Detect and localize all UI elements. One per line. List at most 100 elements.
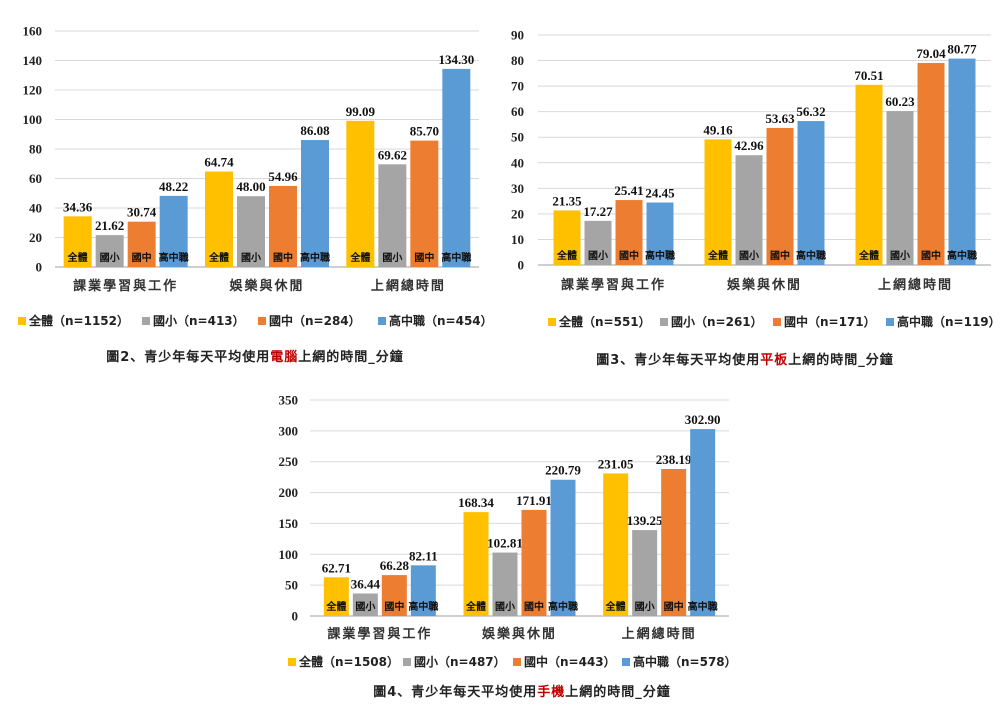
bar-國小-上網總時間[interactable] <box>632 530 658 616</box>
bar-series-label: 國中 <box>132 251 152 264</box>
bar-series-label: 全體 <box>605 600 626 613</box>
data-label: 168.34 <box>458 495 494 510</box>
bar-國小-娛樂與休閒[interactable] <box>492 552 518 616</box>
data-label: 102.81 <box>487 536 523 551</box>
data-label: 49.16 <box>703 122 733 137</box>
legend-swatch <box>513 658 521 666</box>
bar-國中-上網總時間[interactable] <box>410 140 439 267</box>
bar-series-label: 高中職 <box>796 249 826 262</box>
data-label: 171.91 <box>516 493 552 508</box>
y-tick-label: 250 <box>279 454 299 469</box>
bar-國中-娛樂與休閒[interactable] <box>521 509 547 616</box>
bar-國中-上網總時間[interactable] <box>661 469 687 616</box>
bar-series-label: 國小 <box>635 600 655 613</box>
bar-series-label: 國中 <box>273 251 293 264</box>
caption-text: 上網的時間_分鐘 <box>565 684 671 700</box>
legend-swatch <box>258 317 266 325</box>
data-label: 56.32 <box>796 104 825 119</box>
x-category-label: 課業學習與工作 <box>327 626 432 642</box>
bar-全體-上網總時間[interactable] <box>346 120 375 267</box>
legend-item: 高中職（n=578） <box>633 654 737 669</box>
x-category-label: 娛樂與休閒 <box>726 277 802 293</box>
bar-國中-上網總時間[interactable] <box>917 63 945 266</box>
data-label: 82.11 <box>409 548 438 563</box>
data-label: 48.22 <box>159 179 188 194</box>
data-label: 69.62 <box>378 147 407 162</box>
caption-highlight: 平板 <box>760 352 788 368</box>
legend-swatch <box>403 658 411 666</box>
bar-國小-娛樂與休閒[interactable] <box>735 155 763 265</box>
legend-item: 全體（n=551） <box>558 314 651 329</box>
bar-國中-課業學習與工作[interactable] <box>127 221 156 267</box>
bar-series-label: 國中 <box>770 249 790 262</box>
bar-全體-上網總時間[interactable] <box>603 473 629 616</box>
x-category-label: 上網總時間 <box>622 626 697 642</box>
caption-text: 圖2、青少年每天平均使用 <box>106 349 270 365</box>
y-tick-label: 100 <box>23 112 43 127</box>
bar-高中職-課業學習與工作[interactable] <box>159 195 188 267</box>
bar-series-label: 國小 <box>495 600 515 613</box>
bar-國中-課業學習與工作[interactable] <box>381 575 407 616</box>
caption-highlight: 手機 <box>537 684 565 700</box>
y-tick-label: 0 <box>292 609 299 624</box>
bar-全體-娛樂與休閒[interactable] <box>704 139 732 265</box>
data-label: 42.96 <box>734 138 764 153</box>
legend-item: 國小（n=261） <box>671 314 763 329</box>
caption-text: 圖3、青少年每天平均使用 <box>596 352 760 368</box>
y-tick-label: 50 <box>285 578 298 593</box>
bar-國小-上網總時間[interactable] <box>886 111 914 265</box>
bar-series-label: 國小 <box>739 249 759 262</box>
chart-2: 0 20 40 60 80 100 120 140 160 全體 34.36 國小 21.62 國中 30.… <box>18 24 493 365</box>
y-tick-label: 40 <box>29 201 42 216</box>
bar-高中職-上網總時間[interactable] <box>442 68 471 267</box>
bar-全體-課業學習與工作[interactable] <box>553 210 581 265</box>
bar-國小-課業學習與工作[interactable] <box>352 593 378 616</box>
bar-全體-課業學習與工作[interactable] <box>63 216 92 267</box>
legend-item: 國中（n=284） <box>269 313 361 328</box>
bar-全體-上網總時間[interactable] <box>855 84 883 266</box>
bar-國小-課業學習與工作[interactable] <box>95 235 124 267</box>
y-tick-label: 90 <box>511 28 524 43</box>
legend-item: 高中職（n=119） <box>897 314 1001 329</box>
bar-國中-娛樂與休閒[interactable] <box>269 185 297 267</box>
legend-swatch <box>886 318 894 326</box>
bar-國中-課業學習與工作[interactable] <box>615 200 643 265</box>
bar-全體-課業學習與工作[interactable] <box>323 577 349 616</box>
bar-高中職-課業學習與工作[interactable] <box>646 202 674 265</box>
data-label: 66.28 <box>380 558 410 573</box>
data-label: 25.41 <box>614 183 643 198</box>
bar-國小-課業學習與工作[interactable] <box>584 220 612 265</box>
y-tick-label: 70 <box>511 79 524 94</box>
bar-國小-娛樂與休閒[interactable] <box>237 196 265 267</box>
x-category-label: 上網總時間 <box>371 278 446 294</box>
bar-全體-娛樂與休閒[interactable] <box>463 512 489 616</box>
bar-國中-娛樂與休閒[interactable] <box>766 127 794 265</box>
bar-高中職-課業學習與工作[interactable] <box>410 565 436 616</box>
data-label: 54.96 <box>268 169 298 184</box>
y-tick-label: 60 <box>29 171 42 186</box>
legend-swatch <box>660 318 668 326</box>
bar-全體-娛樂與休閒[interactable] <box>205 171 233 267</box>
x-category-label: 娛樂與休閒 <box>481 626 557 642</box>
bar-series-label: 國小 <box>241 251 261 264</box>
bar-國小-上網總時間[interactable] <box>378 164 407 267</box>
bar-series-label: 國中 <box>524 600 544 613</box>
data-label: 70.51 <box>854 68 883 83</box>
bar-series-label: 國中 <box>664 600 684 613</box>
legend-item: 全體（n=1152） <box>28 313 129 328</box>
bar-高中職-娛樂與休閒[interactable] <box>797 121 825 266</box>
y-tick-label: 150 <box>279 516 299 531</box>
chart-caption: 圖4、青少年每天平均使用手機上網的時間_分鐘 <box>373 684 671 700</box>
chart-4: 050100150200250300350全體62.71國小36.44國中66.… <box>279 393 737 701</box>
data-label: 79.04 <box>916 46 946 61</box>
bar-高中職-娛樂與休閒[interactable] <box>550 479 576 616</box>
data-label: 99.09 <box>346 104 376 119</box>
y-tick-label: 300 <box>279 423 299 438</box>
bar-series-label: 國小 <box>588 249 608 262</box>
bar-高中職-上網總時間[interactable] <box>948 58 976 266</box>
bar-高中職-娛樂與休閒[interactable] <box>301 140 329 267</box>
y-tick-label: 200 <box>279 485 299 500</box>
bar-series-label: 高中職 <box>408 600 438 613</box>
bar-高中職-上網總時間[interactable] <box>690 429 716 616</box>
